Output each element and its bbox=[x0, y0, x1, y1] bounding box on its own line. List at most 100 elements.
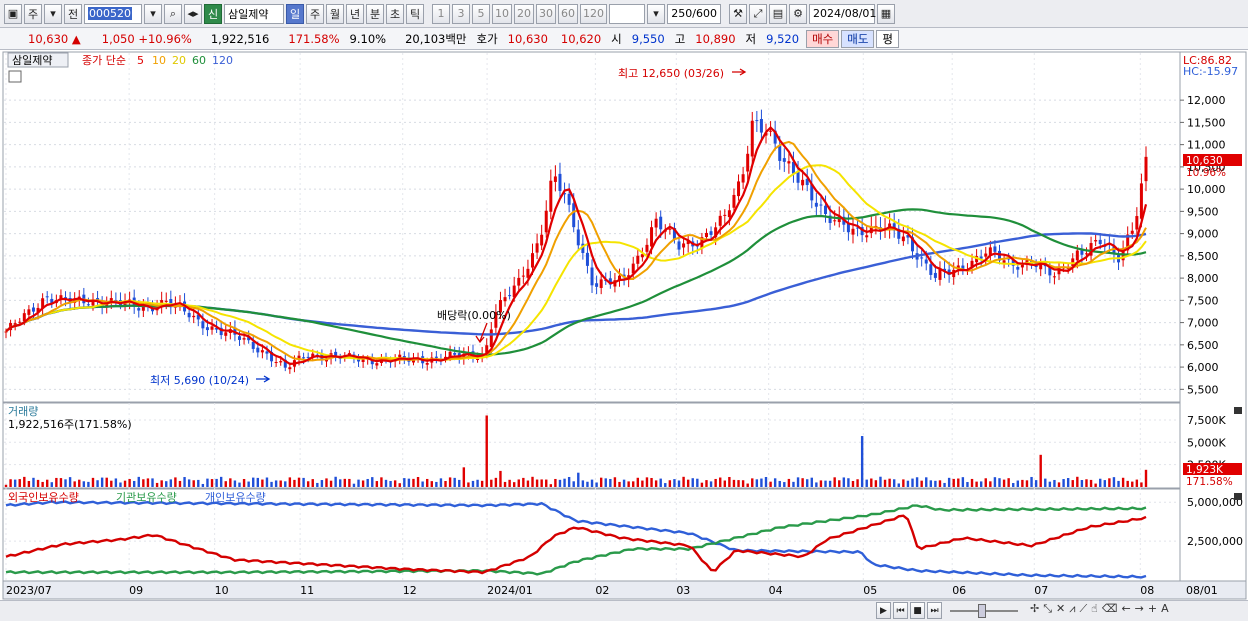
crosshair-icon[interactable]: ✢ bbox=[1030, 602, 1040, 615]
candle-body bbox=[553, 176, 557, 182]
current-price-tag-value: 10,630 bbox=[1186, 155, 1223, 167]
draw-line-icon[interactable]: ⤡ bbox=[1043, 602, 1053, 615]
interval-5-button[interactable]: 5 bbox=[472, 3, 490, 24]
candle-body bbox=[860, 227, 864, 236]
volume-bar bbox=[838, 480, 841, 487]
interval-20-button[interactable]: 20 bbox=[514, 3, 534, 24]
gear-icon[interactable]: ⚙ bbox=[789, 3, 807, 24]
draw-x-icon[interactable]: ✕ bbox=[1056, 602, 1066, 615]
interval-30-button[interactable]: 30 bbox=[536, 3, 556, 24]
interval-dropdown-icon[interactable]: ▾ bbox=[647, 3, 665, 24]
volume-bar bbox=[572, 481, 575, 487]
rewind-icon[interactable]: ⏮ bbox=[893, 602, 908, 619]
volume-panel[interactable] bbox=[2, 402, 1181, 489]
interval-custom-input[interactable] bbox=[609, 3, 645, 24]
period-second-button[interactable]: 초 bbox=[386, 3, 404, 24]
grid-toggle-icon[interactable] bbox=[8, 70, 22, 83]
forward-icon[interactable]: ⏭ bbox=[927, 602, 942, 619]
sell-button[interactable]: 매도 bbox=[841, 29, 875, 48]
interval-1-button[interactable]: 1 bbox=[432, 3, 450, 24]
volume-bar bbox=[870, 478, 873, 487]
volume-bar bbox=[18, 479, 21, 487]
market-select[interactable]: 주 bbox=[24, 3, 42, 24]
code-dropdown-icon[interactable]: ▾ bbox=[144, 3, 162, 24]
count-field[interactable]: 250/600 bbox=[667, 3, 721, 24]
chart-type-icon[interactable]: ▣ bbox=[4, 3, 22, 24]
calendar-icon[interactable]: ▦ bbox=[877, 3, 895, 24]
prev-button[interactable]: 전 bbox=[64, 3, 82, 24]
right-icon[interactable]: → bbox=[1134, 602, 1144, 615]
date-input[interactable]: 2024/08/01 bbox=[809, 3, 876, 24]
play-icon[interactable]: ▶ bbox=[876, 602, 891, 619]
volume-bar bbox=[842, 477, 846, 487]
volume-bar bbox=[247, 481, 250, 487]
holding-panel[interactable] bbox=[2, 488, 1181, 582]
volume-bar bbox=[352, 483, 356, 487]
volume-bar bbox=[233, 480, 237, 487]
interval-120-button[interactable]: 120 bbox=[580, 3, 607, 24]
volume-bar bbox=[682, 476, 685, 487]
line-icon[interactable]: ⤢ bbox=[749, 3, 767, 24]
candle-body bbox=[590, 267, 594, 286]
save-icon[interactable]: ▤ bbox=[769, 3, 787, 24]
volume-close-icon[interactable] bbox=[1234, 407, 1242, 414]
holding-close-icon[interactable] bbox=[1234, 493, 1242, 500]
volume-bar bbox=[815, 482, 818, 487]
candle-body bbox=[311, 353, 315, 358]
volume-bar bbox=[604, 478, 607, 487]
volume-bar bbox=[142, 479, 145, 487]
font-icon[interactable]: A bbox=[1161, 602, 1169, 615]
volume-bar bbox=[558, 479, 562, 487]
volume-bar bbox=[957, 478, 960, 487]
stop-icon[interactable]: ■ bbox=[910, 602, 925, 619]
volume-bar bbox=[1039, 454, 1042, 487]
speaker-icon[interactable]: ◂▸ bbox=[184, 3, 202, 24]
search-icon[interactable]: ⌕ bbox=[164, 3, 182, 24]
period-year-button[interactable]: 년 bbox=[346, 3, 364, 24]
candle-body bbox=[347, 353, 351, 355]
chart-svg[interactable]: 12,00011,50011,00010,50010,0009,5009,000… bbox=[0, 51, 1248, 600]
stock-code-input[interactable]: 000520 bbox=[84, 3, 142, 24]
candle-body bbox=[297, 355, 301, 360]
x-axis-label: 2023/07 bbox=[6, 584, 52, 597]
draw-trend-icon[interactable]: ⟋ bbox=[1079, 602, 1088, 615]
candle-body bbox=[1039, 262, 1043, 270]
draw-fib-icon[interactable]: ⩘ bbox=[1069, 602, 1076, 615]
stock-name-field[interactable]: 삼일제약 bbox=[224, 3, 284, 24]
interval-3-button[interactable]: 3 bbox=[452, 3, 470, 24]
volume-bar bbox=[856, 479, 859, 487]
volume-bar bbox=[68, 477, 72, 487]
period-day-button[interactable]: 일 bbox=[286, 3, 304, 24]
period-week-button[interactable]: 주 bbox=[306, 3, 324, 24]
avg-button[interactable]: 평 bbox=[876, 29, 900, 48]
tools-icon[interactable]: ⚒ bbox=[729, 3, 747, 24]
stock-name: 삼일제약 bbox=[228, 7, 269, 21]
interval-60-button[interactable]: 60 bbox=[558, 3, 578, 24]
candle-body bbox=[489, 329, 493, 347]
volume-bar bbox=[32, 477, 35, 487]
period-month-button[interactable]: 월 bbox=[326, 3, 344, 24]
candle-body bbox=[13, 323, 17, 325]
period-tick-button[interactable]: 틱 bbox=[406, 3, 424, 24]
interval-10-label: 10 bbox=[495, 7, 509, 20]
volume-bar bbox=[187, 479, 191, 487]
left-icon[interactable]: ← bbox=[1121, 602, 1131, 615]
x-axis-label: 12 bbox=[403, 584, 417, 597]
pointer-icon[interactable]: ☝ bbox=[1091, 602, 1098, 615]
buy-button[interactable]: 매수 bbox=[806, 29, 840, 48]
candle-body bbox=[617, 275, 621, 280]
volume-bar bbox=[96, 480, 99, 487]
x-axis-label: 09 bbox=[129, 584, 143, 597]
zoom-slider-handle[interactable] bbox=[978, 604, 986, 618]
volume-bar bbox=[151, 478, 154, 487]
volume-bar bbox=[874, 480, 878, 487]
period-minute-button[interactable]: 분 bbox=[366, 3, 384, 24]
volume-bar bbox=[824, 480, 827, 487]
price-panel[interactable] bbox=[2, 51, 1181, 403]
dropdown-icon[interactable]: ▾ bbox=[44, 3, 62, 24]
hc-value: HC:-15.97 bbox=[1183, 65, 1238, 78]
erase-icon[interactable]: ⌫ bbox=[1101, 602, 1118, 615]
volume-bar bbox=[943, 482, 946, 487]
zoom-in-icon[interactable]: + bbox=[1147, 602, 1158, 615]
interval-10-button[interactable]: 10 bbox=[492, 3, 512, 24]
